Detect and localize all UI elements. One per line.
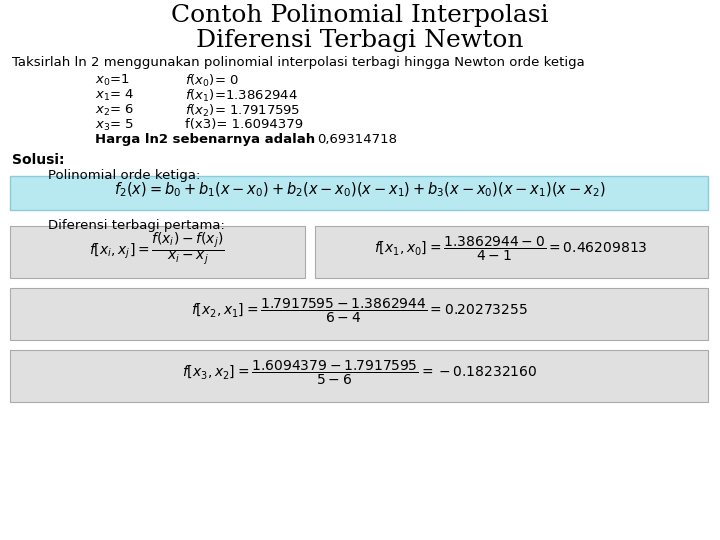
Text: $x_2$= 6: $x_2$= 6 — [95, 103, 134, 118]
Text: Contoh Polinomial Interpolasi: Contoh Polinomial Interpolasi — [171, 4, 549, 27]
Text: 0,69314718: 0,69314718 — [317, 133, 397, 146]
FancyBboxPatch shape — [10, 226, 305, 278]
Text: $x_3$= 5: $x_3$= 5 — [95, 118, 134, 133]
Text: $f(x_0)$= 0: $f(x_0)$= 0 — [185, 73, 239, 89]
Text: $f(x_1)$=1.3862944: $f(x_1)$=1.3862944 — [185, 88, 298, 104]
Text: $f_2(x)=b_0+b_1(x-x_0)+b_2(x-x_0)(x-x_1)+b_3(x-x_0)(x-x_1)(x-x_2)$: $f_2(x)=b_0+b_1(x-x_0)+b_2(x-x_0)(x-x_1)… — [114, 181, 606, 199]
Text: $f[x_i,x_j]=\dfrac{f(x_i)-f(x_j)}{x_i-x_j}$: $f[x_i,x_j]=\dfrac{f(x_i)-f(x_j)}{x_i-x_… — [89, 231, 225, 267]
Text: $f[x_3,x_2]=\dfrac{1.6094379-1.7917595}{5-6}=-0.18232160$: $f[x_3,x_2]=\dfrac{1.6094379-1.7917595}{… — [182, 359, 538, 387]
Text: $x_1$= 4: $x_1$= 4 — [95, 88, 135, 103]
FancyBboxPatch shape — [10, 176, 708, 210]
Text: $x_0$=1: $x_0$=1 — [95, 73, 130, 88]
Text: f(x3)= 1.6094379: f(x3)= 1.6094379 — [185, 118, 303, 131]
Text: Diferensi Terbagi Newton: Diferensi Terbagi Newton — [197, 29, 523, 52]
Text: $f(x_2)$= 1.7917595: $f(x_2)$= 1.7917595 — [185, 103, 300, 119]
FancyBboxPatch shape — [10, 288, 708, 340]
Text: $f[x_2,x_1]=\dfrac{1.7917595-1.3862944}{6-4}=0.20273255$: $f[x_2,x_1]=\dfrac{1.7917595-1.3862944}{… — [192, 297, 528, 325]
Text: Polinomial orde ketiga:: Polinomial orde ketiga: — [48, 169, 200, 182]
Text: Taksirlah ln 2 menggunakan polinomial interpolasi terbagi hingga Newton orde ket: Taksirlah ln 2 menggunakan polinomial in… — [12, 56, 585, 69]
FancyBboxPatch shape — [10, 350, 708, 402]
Text: Diferensi terbagi pertama:: Diferensi terbagi pertama: — [48, 219, 225, 232]
Text: Solusi:: Solusi: — [12, 153, 65, 167]
Text: Harga ln2 sebenarnya adalah: Harga ln2 sebenarnya adalah — [95, 133, 320, 146]
FancyBboxPatch shape — [315, 226, 708, 278]
Text: $f[x_1,x_0]=\dfrac{1.3862944-0}{4-1}=0.46209813$: $f[x_1,x_0]=\dfrac{1.3862944-0}{4-1}=0.4… — [374, 235, 648, 263]
